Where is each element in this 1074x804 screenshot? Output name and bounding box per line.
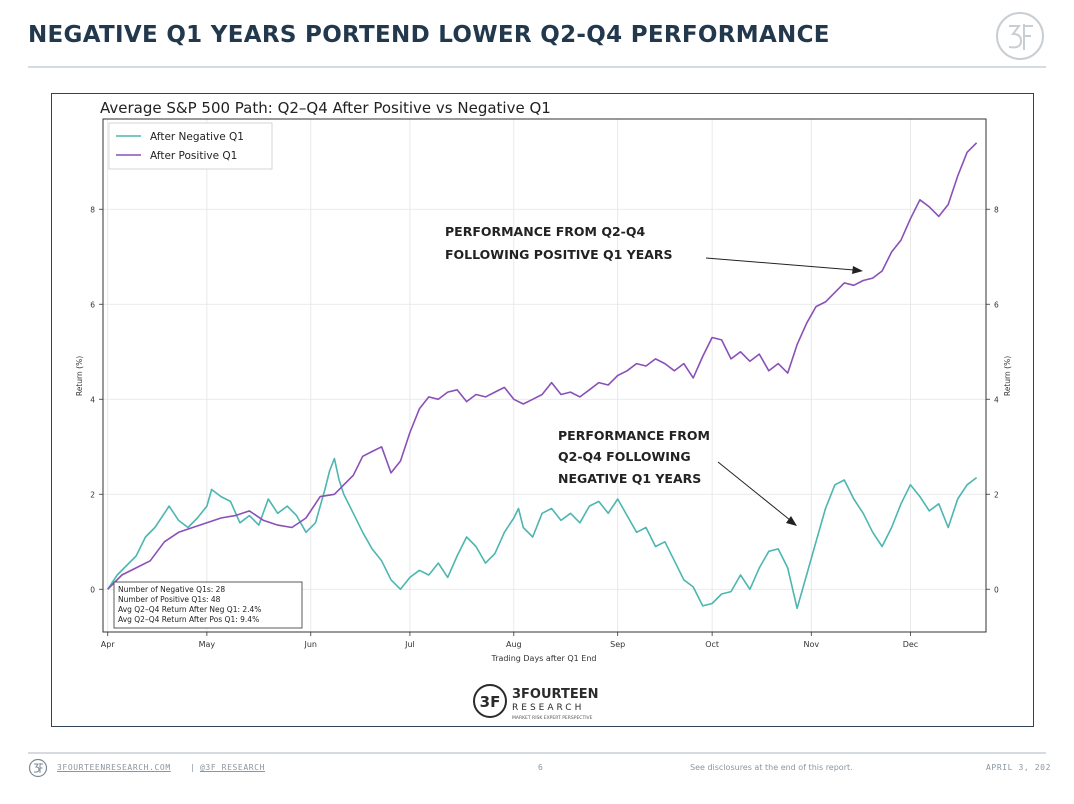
- stats-box-frame: [113, 581, 303, 629]
- annotation-positive-arrowhead: [852, 266, 863, 274]
- x-tick-label: Jun: [304, 640, 318, 649]
- chart-title: Average S&P 500 Path: Q2–Q4 After Positi…: [100, 99, 551, 117]
- chart-legend: After Negative Q1 After Positive Q1: [108, 122, 273, 170]
- y-tick-label-right: 0: [994, 585, 999, 594]
- stats-line: Number of Positive Q1s: 48: [118, 595, 221, 604]
- brand-logo-icon: [473, 684, 507, 718]
- footer-logo-icon: [28, 758, 48, 778]
- annotation-positive-line: PERFORMANCE FROM Q2-Q4: [445, 224, 645, 239]
- y-tick-label-right: 8: [994, 205, 999, 214]
- annotation-negative-line: Q2-Q4 FOLLOWING: [558, 449, 691, 464]
- annotation-negative: PERFORMANCE FROM Q2-Q4 FOLLOWING NEGATIV…: [558, 428, 797, 526]
- series-line-after-positive-q1: [107, 142, 978, 590]
- footer-handle-link[interactable]: @3F_RESEARCH: [200, 763, 265, 772]
- y-tick-label-right: 6: [994, 300, 999, 309]
- stats-line: Avg Q2–Q4 Return After Pos Q1: 9.4%: [118, 615, 259, 624]
- x-tick-label: Dec: [903, 640, 918, 649]
- y-tick-label-right: 2: [994, 490, 999, 499]
- annotation-positive: PERFORMANCE FROM Q2-Q4 FOLLOWING POSITIV…: [445, 224, 863, 274]
- chart-frame: [51, 93, 1034, 727]
- stats-line: Number of Negative Q1s: 28: [118, 585, 225, 594]
- footer-disclosure: See disclosures at the end of this repor…: [690, 763, 853, 772]
- page-title: NEGATIVE Q1 YEARS PORTEND LOWER Q2-Q4 PE…: [28, 22, 830, 48]
- x-axis-label: Trading Days after Q1 End: [490, 654, 596, 663]
- brand-sub: RESEARCH: [512, 703, 584, 713]
- x-tick-label: May: [199, 640, 216, 649]
- y-tick-label-left: 6: [90, 300, 95, 309]
- footer-separator: |: [190, 763, 196, 772]
- annotation-negative-line: NEGATIVE Q1 YEARS: [558, 471, 701, 486]
- footer-website-link[interactable]: 3FOURTEENRESEARCH.COM: [57, 763, 171, 772]
- stats-box: Number of Negative Q1s: 28 Number of Pos…: [113, 581, 303, 629]
- annotation-negative-arrowhead: [786, 516, 797, 526]
- brand-tagline: MARKET RISK EXPERT PERSPECTIVE: [512, 715, 593, 721]
- corner-logo-icon: [996, 12, 1044, 60]
- x-tick-label: Sep: [610, 640, 625, 649]
- x-tick-label: Oct: [705, 640, 719, 649]
- chart-grid: [103, 119, 986, 632]
- y-tick-label-left: 8: [90, 205, 95, 214]
- y-tick-label-left: 0: [90, 585, 95, 594]
- annotation-positive-line: FOLLOWING POSITIVE Q1 YEARS: [445, 247, 673, 262]
- y-axis-label-right: Return (%): [1003, 356, 1012, 396]
- brand-logo: 3F 3FOURTEEN RESEARCH MARKET RISK EXPERT…: [473, 684, 598, 721]
- chart-svg: Average S&P 500 Path: Q2–Q4 After Positi…: [75, 99, 1012, 721]
- annotation-positive-arrow: [705, 257, 855, 271]
- y-tick-label-right: 4: [994, 395, 999, 404]
- series-line-after-negative-q1: [107, 457, 978, 610]
- stats-line: Avg Q2–Q4 Return After Neg Q1: 2.4%: [118, 605, 261, 614]
- y-tick-label-left: 2: [90, 490, 95, 499]
- y-axis-label-left: Return (%): [75, 356, 84, 396]
- x-tick-label: Jul: [404, 640, 415, 649]
- y-tick-label-left: 4: [90, 395, 95, 404]
- x-tick-label: Nov: [803, 640, 819, 649]
- annotation-negative-arrow: [717, 461, 791, 521]
- footer-divider: [28, 752, 1046, 754]
- plot-area-border: [102, 118, 987, 633]
- chart-series: [107, 142, 978, 610]
- x-tick-label: Apr: [101, 640, 116, 649]
- brand-logo-mark: 3F: [480, 693, 501, 711]
- title-divider: [28, 66, 1046, 68]
- legend-label-positive: After Positive Q1: [150, 150, 237, 162]
- annotation-negative-line: PERFORMANCE FROM: [558, 428, 710, 443]
- chart-axes: Apr May Jun Jul Aug Sep Oct Nov Dec 0 0 2 2 4 4 6 6 8 8: [90, 205, 999, 649]
- legend-label-negative: After Negative Q1: [150, 131, 244, 143]
- brand-name: 3FOURTEEN: [512, 687, 598, 702]
- footer-page-number: 6: [538, 763, 544, 772]
- legend-box: [108, 122, 273, 170]
- x-tick-label: Aug: [506, 640, 522, 649]
- footer-date: APRIL 3, 202: [986, 763, 1051, 772]
